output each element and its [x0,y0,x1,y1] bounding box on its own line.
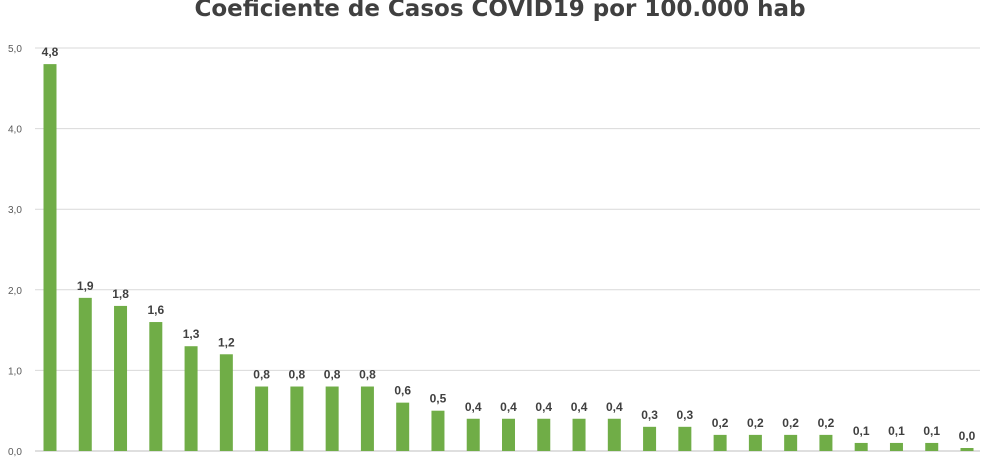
data-label: 0,6 [394,384,411,398]
data-label: 0,8 [359,368,376,382]
bar [255,386,269,451]
bar [819,434,833,451]
bar [607,418,621,451]
data-label: 0,2 [782,416,799,430]
data-label: 0,1 [923,424,940,438]
bar [925,442,939,451]
data-label: 0,2 [747,416,764,430]
bar [78,297,92,451]
data-label: 4,8 [42,45,59,59]
data-label: 0,4 [535,400,552,414]
data-label: 0,1 [888,424,905,438]
data-label: 1,9 [77,279,94,293]
bar [713,434,727,451]
data-label: 0,2 [818,416,835,430]
y-tick-label: 4,0 [8,125,22,136]
bar [325,386,339,451]
bar [889,442,903,451]
data-label: 0,4 [465,400,482,414]
data-label: 1,3 [183,327,200,341]
data-label: 0,4 [606,400,623,414]
data-label: 0,3 [641,408,658,422]
data-label: 0,1 [853,424,870,438]
data-label: 0,2 [712,416,729,430]
data-label: 0,8 [289,368,306,382]
y-tick-label: 0,0 [8,447,22,458]
data-label: 0,4 [571,400,588,414]
bar [572,418,586,451]
y-tick-label: 1,0 [8,366,22,377]
data-label: 1,8 [112,287,129,301]
data-label: 0,0 [959,429,976,443]
bar [149,322,163,451]
bar [219,354,233,451]
bar [502,418,515,451]
bar [784,434,798,451]
chart-title: Coeficiente de Casos COVID19 por 100.000… [194,0,806,22]
bar [184,346,198,451]
y-tick-label: 2,0 [8,286,22,297]
bar [431,410,445,451]
bar [854,442,868,451]
y-tick-label: 5,0 [8,44,22,55]
bar [290,386,304,451]
bar [466,418,480,451]
bar [960,448,974,451]
bar [748,434,762,451]
bar [114,305,128,451]
data-label: 1,2 [218,335,235,349]
data-label: 0,3 [677,408,694,422]
data-label: 0,5 [430,392,447,406]
y-tick-label: 3,0 [8,205,22,216]
bar [678,426,692,451]
bar [396,402,410,451]
bar [643,426,657,451]
bar [43,64,57,452]
data-label: 0,8 [253,368,270,382]
data-label: 1,6 [147,303,164,317]
bar [360,386,374,451]
data-label: 0,4 [500,400,517,414]
data-label: 0,8 [324,368,341,382]
bar [537,418,551,451]
